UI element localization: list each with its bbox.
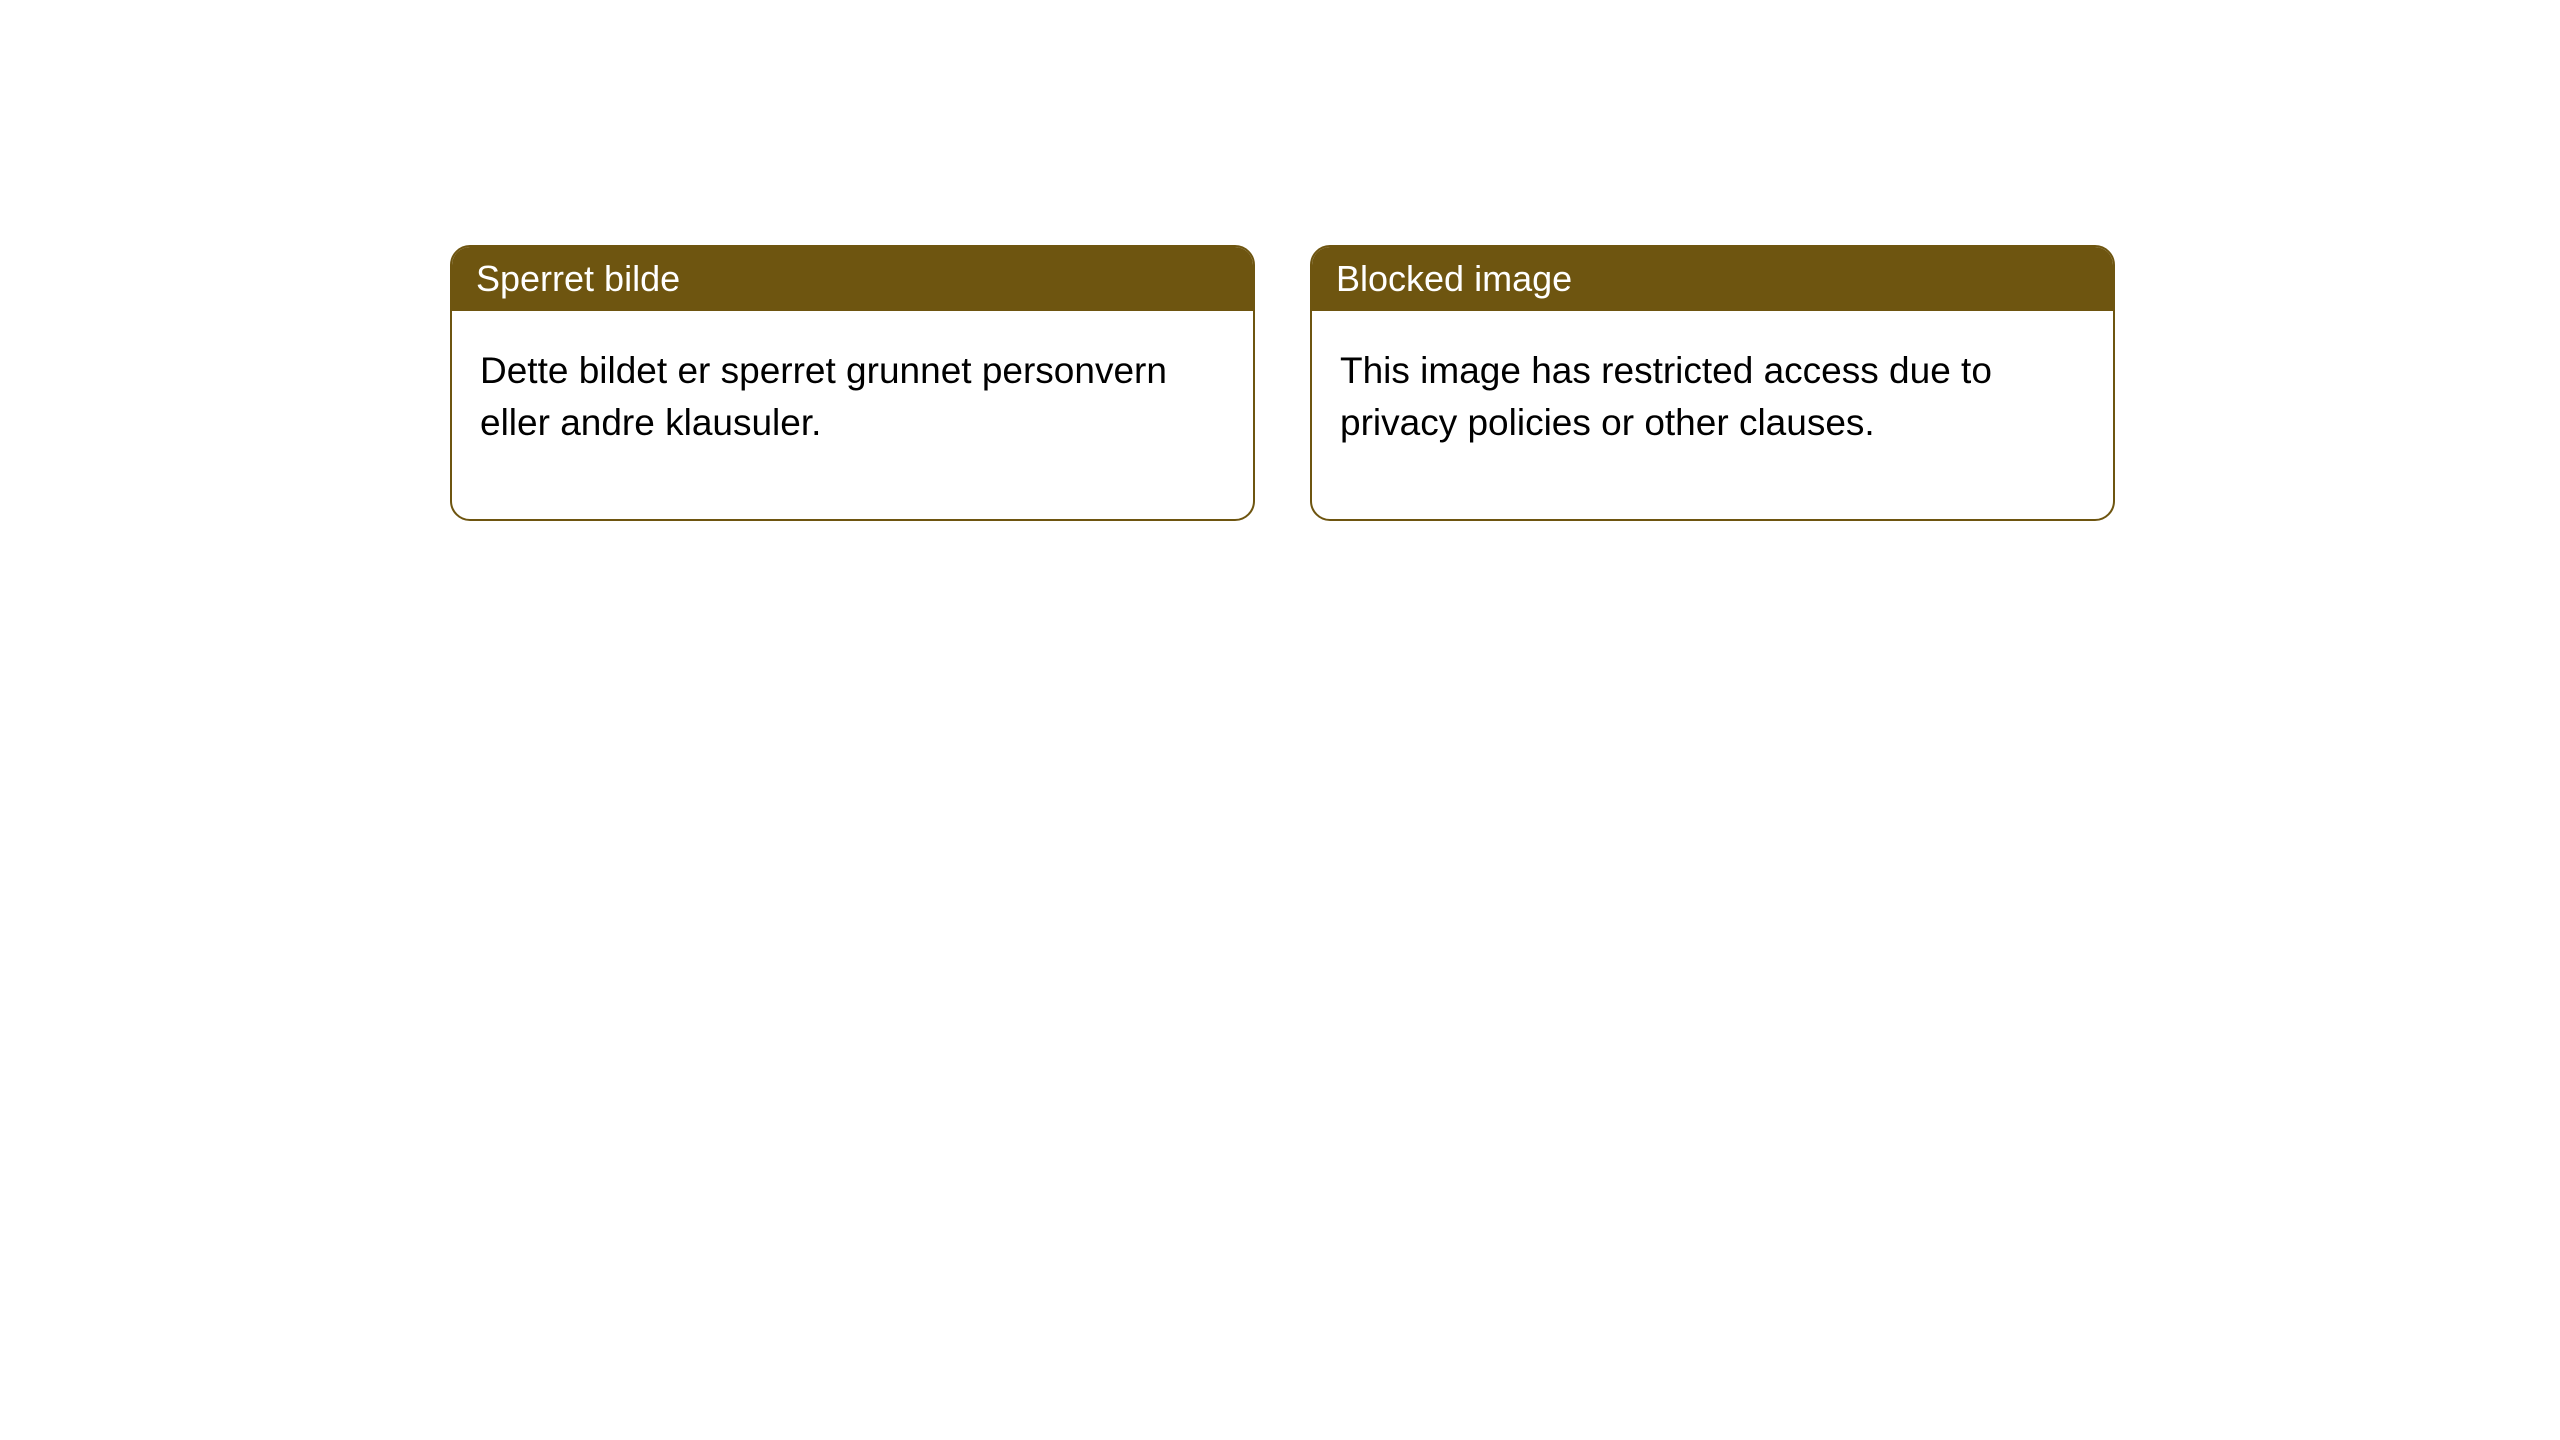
- notice-body: Dette bildet er sperret grunnet personve…: [452, 311, 1253, 519]
- notice-card-norwegian: Sperret bilde Dette bildet er sperret gr…: [450, 245, 1255, 521]
- notice-header: Sperret bilde: [452, 247, 1253, 311]
- notice-body: This image has restricted access due to …: [1312, 311, 2113, 519]
- notice-card-english: Blocked image This image has restricted …: [1310, 245, 2115, 521]
- notice-header: Blocked image: [1312, 247, 2113, 311]
- notice-container: Sperret bilde Dette bildet er sperret gr…: [0, 0, 2560, 521]
